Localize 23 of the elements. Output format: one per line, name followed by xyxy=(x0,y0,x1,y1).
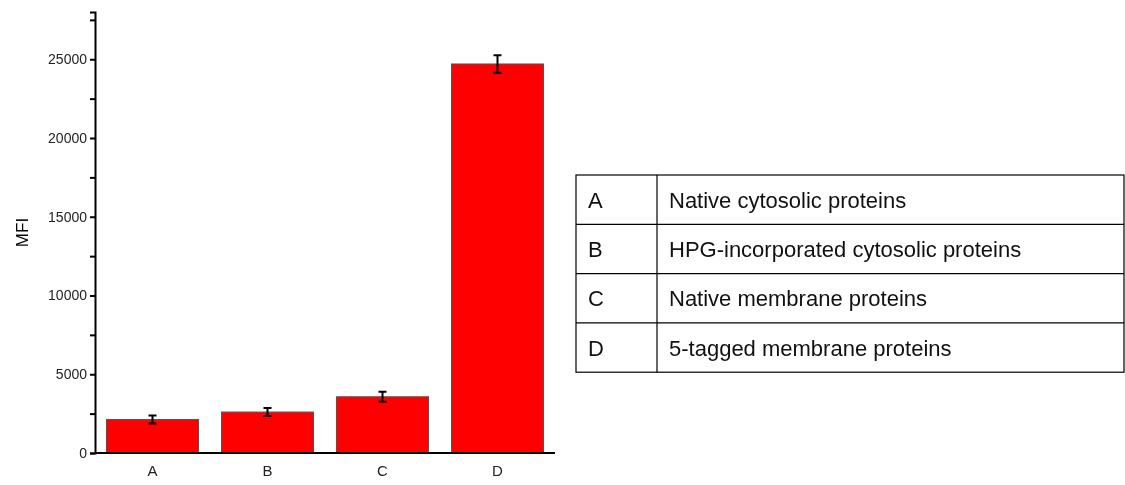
text: C xyxy=(588,286,604,312)
text: A xyxy=(588,187,603,213)
x-tick-label: B xyxy=(262,461,273,479)
text: 5-tagged membrane proteins xyxy=(669,335,952,361)
y-tick-label: 15000 xyxy=(48,208,88,225)
y-tick-label: 5000 xyxy=(55,366,88,383)
y-tick-label: 25000 xyxy=(48,51,88,68)
x-tick-label: C xyxy=(377,461,389,479)
y-tick-label: 10000 xyxy=(48,287,88,304)
bar xyxy=(106,418,199,454)
text: D xyxy=(588,335,604,361)
y-tick-label: 20000 xyxy=(48,129,88,146)
text: Native membrane proteins xyxy=(669,286,928,312)
y-tick-label: 0 xyxy=(79,444,88,461)
x-tick-label: D xyxy=(492,461,504,479)
text: B xyxy=(588,236,603,262)
text: HPG-incorporated cytosolic proteins xyxy=(669,236,1022,262)
bar xyxy=(451,63,544,454)
y-axis-title: MFI xyxy=(13,217,32,248)
bar xyxy=(336,396,429,454)
bar xyxy=(221,411,314,454)
x-tick-label: A xyxy=(147,461,158,479)
text: Native cytosolic proteins xyxy=(669,187,907,213)
